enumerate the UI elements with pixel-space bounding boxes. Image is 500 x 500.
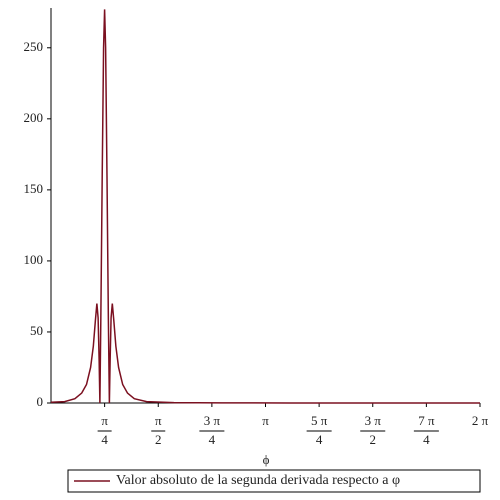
x-axis-label: ϕ bbox=[263, 452, 270, 467]
denominator: 4 bbox=[316, 432, 323, 447]
y-tick-label: 0 bbox=[37, 394, 44, 409]
data-line bbox=[50, 9, 480, 404]
numerator: 7 π bbox=[418, 413, 435, 428]
denominator: 2 bbox=[155, 432, 162, 447]
denominator: 4 bbox=[423, 432, 430, 447]
legend-box bbox=[67, 469, 481, 493]
x-tick-label: π bbox=[262, 413, 269, 428]
denominator: 4 bbox=[209, 432, 216, 447]
denominator: 2 bbox=[370, 432, 377, 447]
x-tick-label: 2 π bbox=[472, 413, 489, 428]
numerator: π bbox=[101, 413, 108, 428]
legend-label: Valor absoluto de la segunda derivada re… bbox=[116, 473, 400, 488]
y-tick-label: 200 bbox=[24, 110, 44, 125]
y-tick-label: 100 bbox=[24, 252, 44, 267]
numerator: 5 π bbox=[311, 413, 328, 428]
y-tick-label: 150 bbox=[24, 181, 44, 196]
y-tick-label: 50 bbox=[30, 323, 43, 338]
numerator: π bbox=[155, 413, 162, 428]
numerator: 3 π bbox=[365, 413, 382, 428]
y-tick-label: 250 bbox=[24, 39, 44, 54]
numerator: 3 π bbox=[204, 413, 221, 428]
denominator: 4 bbox=[101, 432, 108, 447]
